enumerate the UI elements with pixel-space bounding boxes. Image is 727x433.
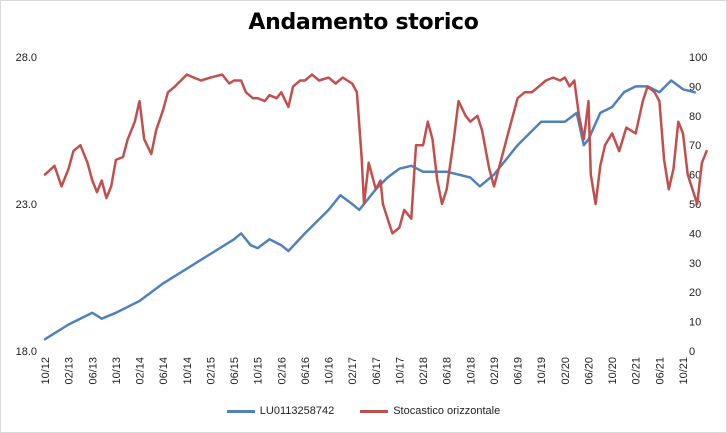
right-axis-tick-label: 60: [689, 170, 701, 182]
x-axis-tick-label: 10/15: [253, 357, 265, 385]
legend-item-fund: LU0113258742: [226, 405, 335, 417]
legend-label-fund: LU0113258742: [259, 405, 335, 417]
x-axis-tick-label: 10/20: [607, 357, 619, 385]
x-axis-tick-label: 02/16: [276, 357, 288, 385]
series-lines: [43, 73, 708, 341]
series-line-stochastic: [43, 73, 708, 235]
x-axis-tick-label: 02/14: [135, 357, 147, 385]
legend-item-stochastic: Stocastico orizzontale: [360, 405, 500, 417]
legend: LU0113258742 Stocastico orizzontale: [0, 405, 727, 417]
x-axis-tick-label: 10/13: [111, 357, 123, 385]
left-axis-ticks: 18.0 23.0 28.0: [16, 52, 37, 358]
x-axis-tick-label: 10/17: [394, 357, 406, 385]
x-axis-tick-label: 10/21: [678, 357, 690, 385]
x-axis-tick-label: 02/19: [489, 357, 501, 385]
x-axis-ticks: 10/12 02/13 06/13 10/13 02/14 06/14 10/14 02/15…: [40, 357, 690, 385]
x-axis-tick-label: 06/19: [513, 357, 525, 385]
x-axis-tick-label: 06/13: [87, 357, 99, 385]
legend-label-stochastic: Stocastico orizzontale: [393, 405, 501, 417]
right-axis-tick-label: 20: [689, 287, 701, 299]
x-axis-tick-label: 10/16: [324, 357, 336, 385]
x-axis-tick-label: 02/17: [347, 357, 359, 385]
right-axis-tick-label: 0: [689, 346, 695, 358]
x-axis-tick-label: 06/18: [442, 357, 454, 385]
x-axis-tick-label: 10/14: [182, 357, 194, 385]
x-axis-tick-label: 06/21: [654, 357, 666, 385]
x-axis-tick-label: 02/21: [631, 357, 643, 385]
right-axis-tick-label: 80: [689, 111, 701, 123]
x-axis-tick-label: 10/12: [40, 357, 52, 385]
x-axis-tick-label: 02/13: [64, 357, 76, 385]
x-axis-tick-label: 02/20: [560, 357, 572, 385]
legend-swatch-fund: [226, 409, 255, 413]
series-line-fund: [43, 79, 697, 341]
x-axis-tick-label: 10/18: [465, 357, 477, 385]
left-axis-tick-label: 23.0: [16, 199, 37, 211]
left-axis-tick-label: 18.0: [16, 346, 37, 358]
legend-swatch-stochastic: [360, 409, 389, 413]
x-axis-tick-label: 06/16: [300, 357, 312, 385]
x-axis-tick-label: 02/18: [418, 357, 430, 385]
chart-title: Andamento storico: [248, 10, 479, 35]
x-axis-tick-label: 06/15: [229, 357, 241, 385]
right-axis-tick-label: 40: [689, 228, 701, 240]
x-axis-tick-label: 06/17: [371, 357, 383, 385]
x-axis-tick-label: 06/14: [158, 357, 170, 385]
x-axis-tick-label: 10/19: [536, 357, 548, 385]
x-axis-tick-label: 02/15: [205, 357, 217, 385]
left-axis-tick-label: 28.0: [16, 52, 37, 64]
right-axis-tick-label: 70: [689, 140, 701, 152]
right-axis-tick-label: 30: [689, 258, 701, 270]
x-axis-tick-label: 06/20: [583, 357, 595, 385]
right-axis-tick-label: 100: [689, 52, 707, 64]
right-axis-tick-label: 10: [689, 317, 701, 329]
